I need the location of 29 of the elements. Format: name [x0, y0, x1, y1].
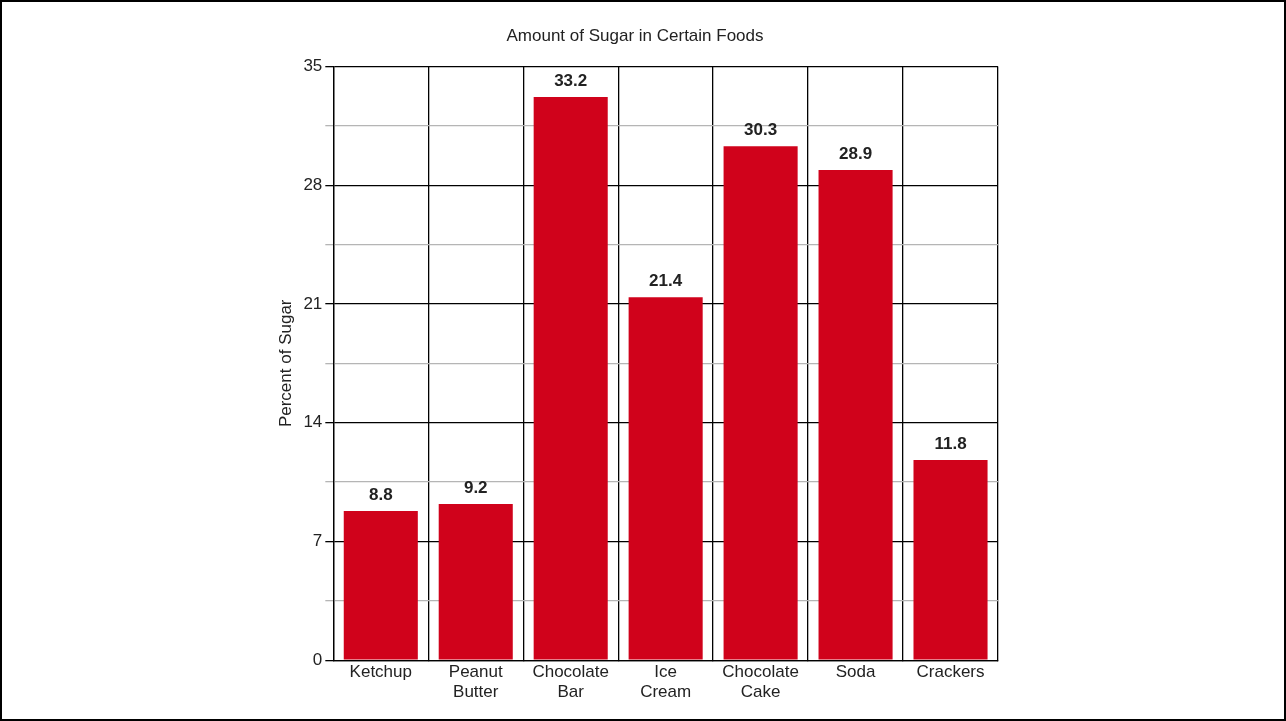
y-tick-label: 14 [303, 412, 323, 432]
y-axis-title: Percent of Sugar [275, 299, 295, 428]
data-label: 11.8 [934, 434, 967, 454]
data-label: 8.8 [368, 485, 393, 505]
y-tick-label: 21 [303, 293, 323, 313]
x-tick-label: Crackers [916, 662, 985, 682]
y-tick-label: 28 [303, 174, 323, 194]
y-tick-label: 0 [312, 649, 323, 669]
x-tick-label: Peanut Butter [448, 662, 503, 702]
bar [438, 504, 513, 660]
bar [818, 169, 893, 660]
data-label: 28.9 [839, 144, 873, 164]
bar [723, 146, 798, 660]
y-tick-label: 35 [303, 56, 323, 76]
data-label: 33.2 [554, 71, 588, 91]
x-tick-label: Chocolate Bar [532, 662, 609, 702]
data-label: 21.4 [649, 271, 683, 291]
y-tick-label: 7 [312, 531, 323, 551]
x-tick-label: Ketchup [349, 662, 412, 682]
x-tick-label: Chocolate Cake [722, 662, 799, 702]
bar [628, 297, 703, 660]
bar [343, 510, 418, 660]
data-label: 30.3 [744, 120, 778, 140]
bar [913, 460, 988, 660]
bar [533, 96, 608, 660]
x-tick-label: Ice Cream [640, 662, 692, 702]
chart-title: Amount of Sugar in Certain Foods [506, 25, 764, 45]
x-tick-label: Soda [835, 662, 876, 682]
data-label: 9.2 [463, 478, 488, 498]
